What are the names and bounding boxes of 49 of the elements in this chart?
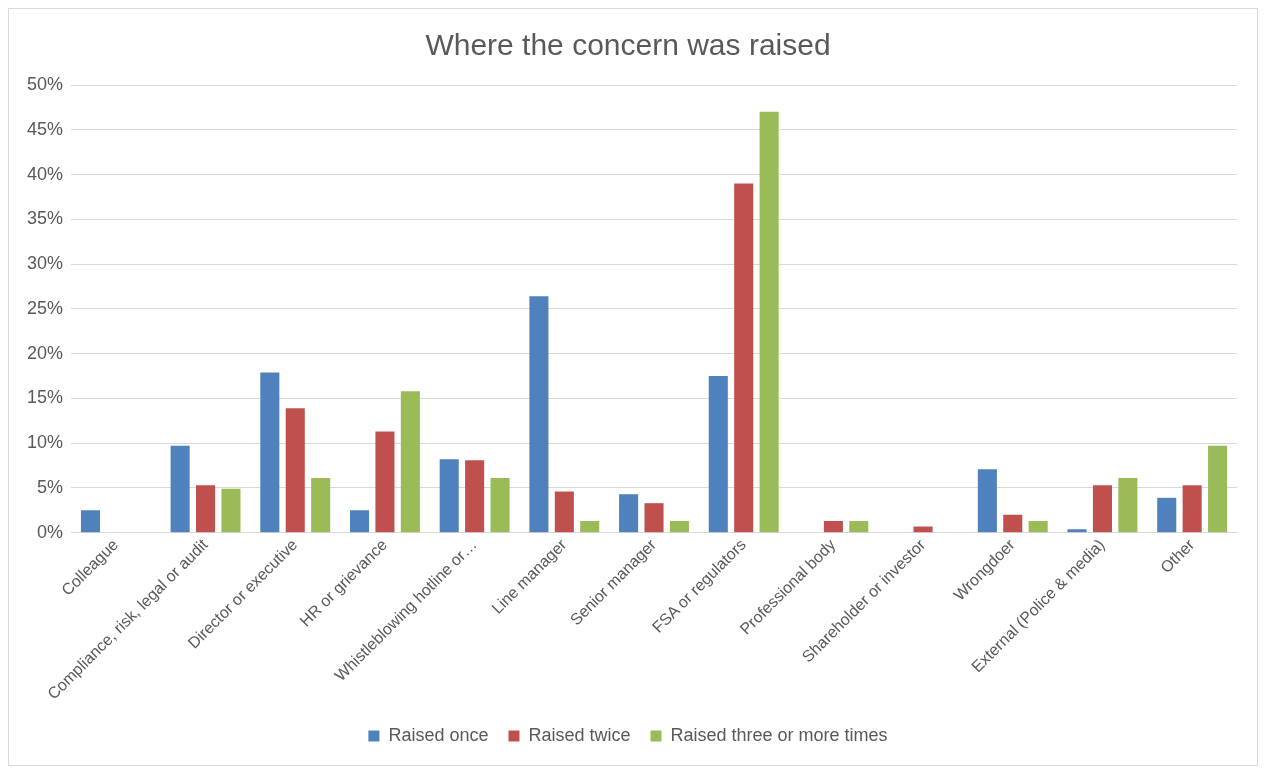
- bar: [400, 391, 420, 533]
- legend-label: Raised twice: [528, 724, 631, 745]
- legend-label: Raised three or more times: [670, 724, 888, 745]
- bar: [221, 488, 241, 533]
- bar: [644, 503, 664, 533]
- y-tick-label: 15%: [27, 387, 64, 408]
- bar: [619, 494, 639, 533]
- y-tick-label: 45%: [27, 118, 64, 139]
- y-tick-label: 0%: [37, 521, 64, 542]
- y-tick-label: 5%: [37, 476, 64, 497]
- bar: [580, 521, 600, 533]
- bar: [1003, 514, 1023, 533]
- bar: [80, 510, 100, 533]
- bar: [311, 478, 331, 533]
- bar: [1208, 445, 1228, 533]
- bar: [1067, 529, 1087, 533]
- y-tick-label: 10%: [27, 432, 64, 453]
- bar: [669, 521, 689, 533]
- chart-title: Where the concern was raised: [425, 28, 831, 62]
- bar: [465, 460, 485, 533]
- bar: [1092, 485, 1112, 533]
- bar: [529, 296, 549, 533]
- bar: [823, 521, 843, 533]
- bar: [260, 372, 280, 533]
- bar: [913, 526, 933, 533]
- bar: [1182, 485, 1202, 533]
- bar: [1118, 478, 1138, 533]
- bar: [439, 459, 459, 533]
- bar: [375, 431, 395, 533]
- bar: [170, 445, 190, 533]
- y-tick-label: 35%: [27, 208, 64, 229]
- bar: [849, 521, 869, 533]
- bar: [554, 491, 574, 533]
- bar: [490, 478, 510, 533]
- bar: [285, 408, 305, 533]
- y-tick-label: 40%: [27, 163, 64, 184]
- legend-label: Raised once: [388, 724, 489, 745]
- bar: [350, 510, 370, 533]
- y-tick-label: 30%: [27, 253, 64, 274]
- bar: [708, 376, 728, 533]
- y-tick-label: 25%: [27, 297, 64, 318]
- bar: [1028, 521, 1048, 533]
- bar: [1157, 497, 1177, 533]
- y-tick-label: 50%: [27, 73, 64, 94]
- bar: [977, 469, 997, 533]
- bar: [759, 111, 779, 533]
- bar: [196, 485, 216, 533]
- y-tick-label: 20%: [27, 342, 64, 363]
- bar: [734, 183, 754, 533]
